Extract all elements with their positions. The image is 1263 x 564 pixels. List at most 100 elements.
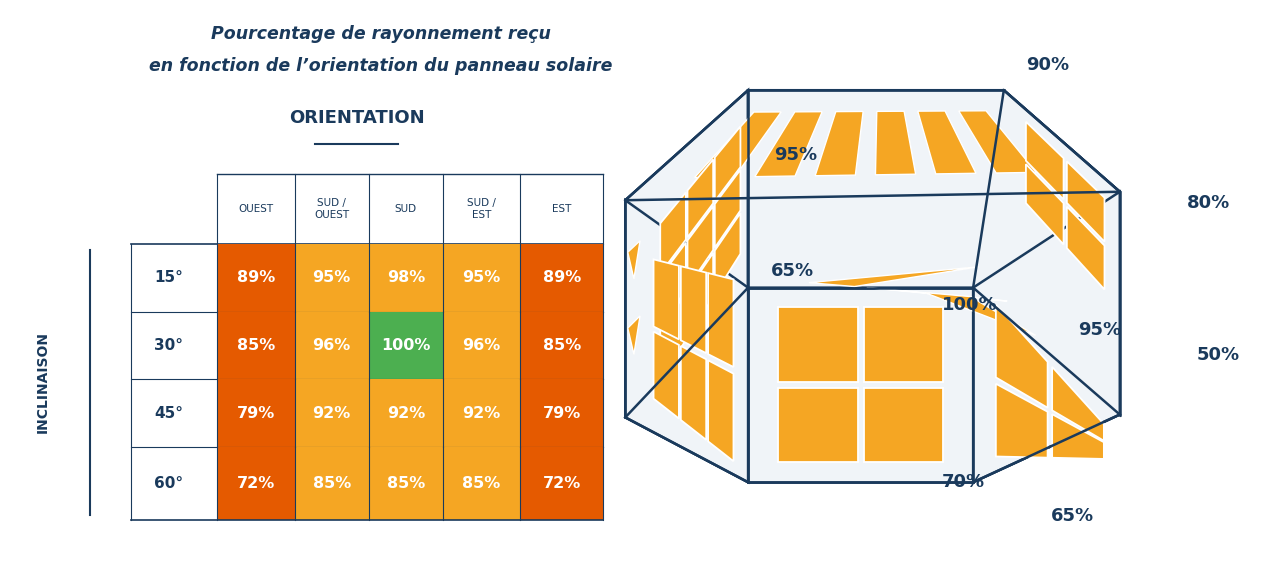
Bar	[369, 447, 443, 520]
Polygon shape	[925, 293, 1036, 336]
Polygon shape	[653, 259, 679, 340]
Text: 89%: 89%	[543, 271, 581, 285]
Text: 70%: 70%	[941, 473, 984, 491]
Polygon shape	[995, 384, 1047, 457]
Polygon shape	[995, 305, 1047, 408]
Polygon shape	[625, 200, 748, 482]
Polygon shape	[715, 213, 740, 294]
Text: 79%: 79%	[237, 406, 275, 421]
Text: 72%: 72%	[543, 476, 581, 491]
Bar	[217, 447, 294, 520]
Text: OUEST: OUEST	[239, 204, 274, 214]
Text: 30°: 30°	[154, 338, 183, 353]
Bar	[520, 380, 604, 447]
Text: 98%: 98%	[386, 271, 426, 285]
Polygon shape	[755, 112, 822, 177]
Text: 79%: 79%	[543, 406, 581, 421]
Bar	[217, 312, 294, 380]
Text: INCLINAISON: INCLINAISON	[35, 331, 49, 433]
Text: 92%: 92%	[312, 406, 351, 421]
Polygon shape	[918, 111, 976, 174]
Text: 80%: 80%	[1187, 194, 1230, 212]
Polygon shape	[1067, 161, 1105, 242]
Text: 95%: 95%	[1077, 321, 1120, 339]
Polygon shape	[778, 387, 858, 462]
Polygon shape	[687, 253, 714, 337]
Text: 95%: 95%	[312, 271, 351, 285]
Text: 90%: 90%	[1027, 56, 1070, 74]
Polygon shape	[815, 112, 863, 176]
Text: ORIENTATION: ORIENTATION	[289, 109, 424, 127]
Polygon shape	[628, 241, 640, 279]
Text: 95%: 95%	[462, 271, 500, 285]
Text: 85%: 85%	[462, 476, 500, 491]
Polygon shape	[628, 316, 640, 354]
Bar	[294, 244, 369, 312]
Bar	[369, 244, 443, 312]
Text: 85%: 85%	[543, 338, 581, 353]
Polygon shape	[715, 126, 740, 201]
Polygon shape	[661, 192, 686, 274]
Polygon shape	[748, 90, 1120, 415]
Text: 92%: 92%	[386, 406, 426, 421]
Bar	[520, 244, 604, 312]
Bar	[217, 244, 294, 312]
Polygon shape	[1026, 122, 1063, 200]
Polygon shape	[681, 266, 706, 353]
Bar	[443, 380, 520, 447]
Text: 45°: 45°	[154, 406, 183, 421]
Polygon shape	[653, 332, 679, 418]
Bar	[443, 244, 520, 312]
Text: en fonction de l’orientation du panneau solaire: en fonction de l’orientation du panneau …	[149, 58, 613, 76]
Bar	[217, 380, 294, 447]
Text: 85%: 85%	[386, 476, 426, 491]
Polygon shape	[1052, 414, 1104, 459]
Polygon shape	[625, 90, 1120, 200]
Polygon shape	[681, 346, 706, 440]
Polygon shape	[748, 90, 1120, 415]
Text: 100%: 100%	[381, 338, 431, 353]
Bar	[294, 380, 369, 447]
Text: 60°: 60°	[154, 476, 183, 491]
Text: 95%: 95%	[774, 146, 817, 164]
Polygon shape	[748, 288, 973, 482]
Polygon shape	[687, 160, 714, 237]
Polygon shape	[661, 243, 686, 327]
Polygon shape	[864, 387, 943, 462]
Polygon shape	[687, 206, 714, 288]
Polygon shape	[973, 192, 1120, 482]
Bar	[294, 447, 369, 520]
Text: 89%: 89%	[237, 271, 275, 285]
Polygon shape	[808, 267, 979, 287]
Polygon shape	[1026, 164, 1063, 245]
Polygon shape	[864, 307, 943, 382]
Polygon shape	[1052, 367, 1104, 440]
Text: 96%: 96%	[462, 338, 500, 353]
Text: Pourcentage de rayonnement reçu: Pourcentage de rayonnement reçu	[211, 25, 551, 43]
Polygon shape	[661, 293, 686, 381]
Text: 15°: 15°	[154, 271, 183, 285]
Bar	[369, 380, 443, 447]
Bar	[369, 312, 443, 380]
Polygon shape	[715, 170, 740, 248]
Polygon shape	[875, 111, 916, 175]
Polygon shape	[709, 360, 734, 461]
Text: SUD /
EST: SUD / EST	[467, 198, 496, 220]
Text: 85%: 85%	[237, 338, 275, 353]
Polygon shape	[695, 112, 782, 178]
Bar	[520, 447, 604, 520]
Polygon shape	[1067, 206, 1105, 289]
Text: 65%: 65%	[770, 262, 813, 280]
Text: 50%: 50%	[1197, 346, 1240, 364]
Text: 72%: 72%	[237, 476, 275, 491]
Bar	[443, 312, 520, 380]
Text: SUD /
OUEST: SUD / OUEST	[314, 198, 350, 220]
Text: SUD: SUD	[395, 204, 417, 214]
Polygon shape	[709, 273, 734, 367]
Text: EST: EST	[552, 204, 571, 214]
Text: 85%: 85%	[312, 476, 351, 491]
Text: 100%: 100%	[942, 296, 998, 314]
Bar	[520, 312, 604, 380]
Polygon shape	[625, 415, 1120, 482]
Bar	[443, 447, 520, 520]
